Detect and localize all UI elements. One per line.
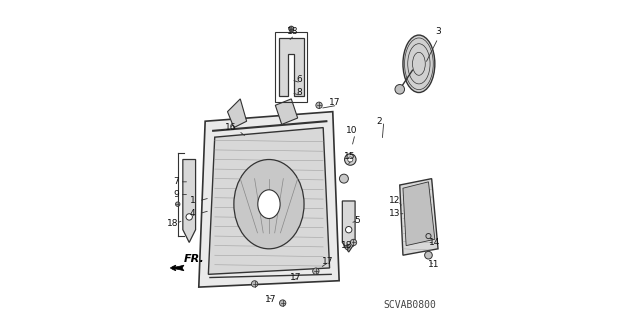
- Circle shape: [426, 234, 431, 239]
- Text: SCVAB0800: SCVAB0800: [383, 300, 436, 310]
- Ellipse shape: [403, 35, 435, 93]
- Text: 3: 3: [435, 27, 441, 36]
- Polygon shape: [403, 182, 435, 246]
- Text: 16: 16: [225, 123, 236, 132]
- Circle shape: [186, 214, 193, 220]
- Polygon shape: [278, 38, 304, 96]
- Text: 4: 4: [189, 209, 195, 218]
- Text: 7: 7: [173, 177, 179, 186]
- Polygon shape: [342, 201, 355, 252]
- Circle shape: [395, 85, 404, 94]
- Circle shape: [175, 202, 180, 206]
- Polygon shape: [209, 128, 330, 274]
- Text: 17: 17: [328, 98, 340, 107]
- Circle shape: [252, 281, 258, 287]
- Text: 17: 17: [291, 273, 302, 282]
- Text: FR.: FR.: [184, 254, 204, 264]
- Circle shape: [280, 300, 286, 306]
- Polygon shape: [199, 112, 339, 287]
- Circle shape: [289, 26, 294, 31]
- Circle shape: [350, 239, 356, 246]
- Ellipse shape: [234, 160, 304, 249]
- Circle shape: [344, 154, 356, 165]
- Text: 14: 14: [429, 238, 440, 247]
- Ellipse shape: [258, 190, 280, 219]
- Text: 8: 8: [296, 88, 302, 97]
- Text: 5: 5: [354, 216, 360, 225]
- Bar: [275, 32, 307, 102]
- Circle shape: [348, 157, 353, 162]
- Text: 11: 11: [428, 260, 440, 269]
- Text: 1: 1: [189, 197, 195, 205]
- Text: 10: 10: [346, 126, 358, 135]
- Polygon shape: [183, 160, 196, 242]
- Circle shape: [346, 226, 352, 233]
- Text: 13: 13: [389, 209, 401, 218]
- Text: 2: 2: [376, 117, 382, 126]
- Text: 17: 17: [265, 295, 276, 304]
- Circle shape: [316, 102, 322, 108]
- Text: 15: 15: [344, 152, 355, 161]
- Text: 9: 9: [173, 190, 179, 199]
- Text: 18: 18: [167, 219, 179, 228]
- Text: 17: 17: [322, 257, 333, 266]
- Text: 18: 18: [287, 27, 299, 36]
- Circle shape: [313, 268, 319, 274]
- Text: 18: 18: [341, 241, 353, 250]
- Circle shape: [424, 251, 432, 259]
- Polygon shape: [227, 99, 246, 128]
- Polygon shape: [275, 99, 298, 124]
- Circle shape: [339, 174, 348, 183]
- Text: 6: 6: [296, 75, 302, 84]
- Circle shape: [345, 245, 349, 249]
- Polygon shape: [400, 179, 438, 255]
- Text: 12: 12: [389, 197, 401, 205]
